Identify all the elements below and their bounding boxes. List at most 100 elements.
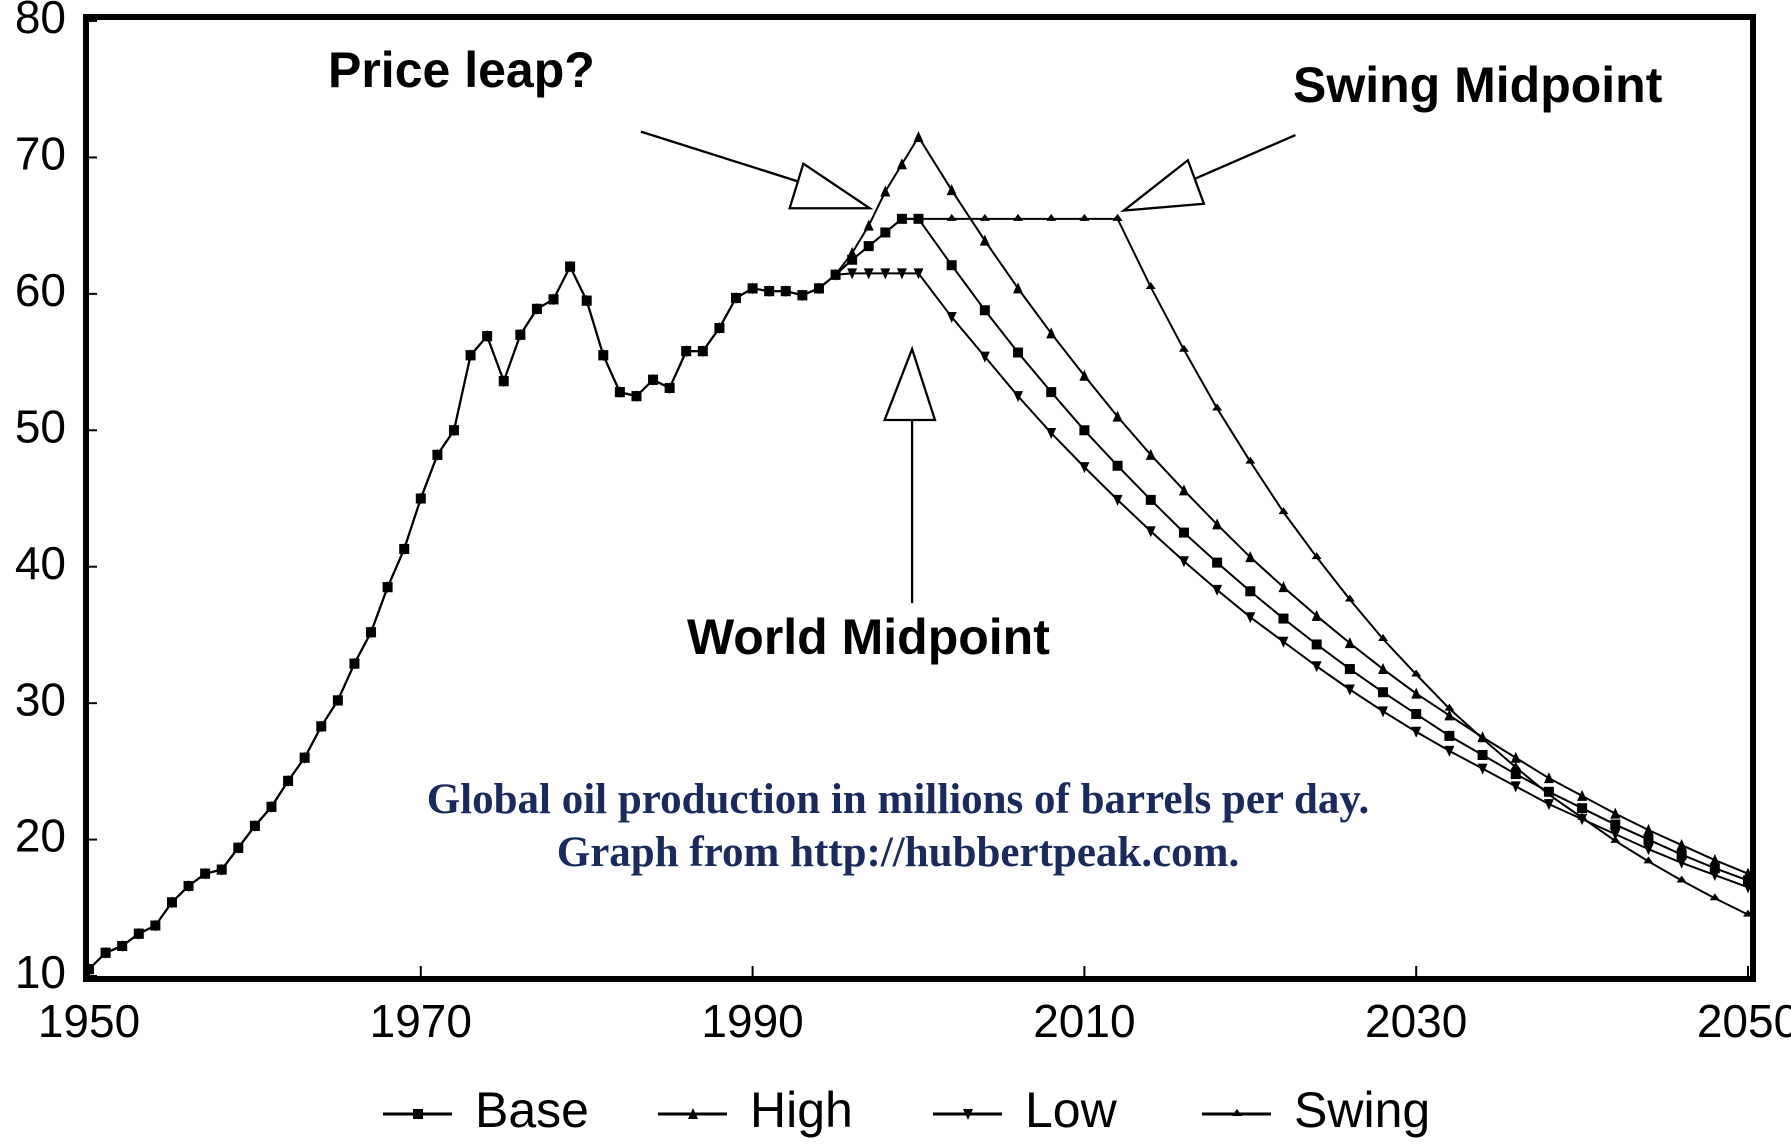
marker <box>1543 789 1554 797</box>
marker <box>1411 669 1422 677</box>
legend-marker <box>963 1109 973 1120</box>
marker <box>896 213 907 221</box>
x-tick-label: 1950 <box>38 995 140 1047</box>
marker <box>1112 213 1123 221</box>
marker <box>1676 839 1687 851</box>
marker <box>332 695 343 703</box>
marker <box>1079 425 1090 436</box>
arrow-head <box>882 345 937 422</box>
marker <box>1079 369 1090 381</box>
marker <box>697 346 708 354</box>
marker <box>979 213 990 221</box>
marker <box>1543 772 1554 784</box>
marker <box>1178 344 1189 352</box>
marker <box>1079 213 1090 221</box>
marker <box>1046 428 1057 440</box>
marker <box>863 268 874 280</box>
y-tick-label: 60 <box>15 264 66 316</box>
marker <box>1378 663 1389 675</box>
marker <box>598 350 609 358</box>
marker <box>1709 870 1720 882</box>
marker <box>133 928 144 936</box>
marker <box>863 241 874 249</box>
marker <box>1013 391 1024 403</box>
marker <box>1444 745 1455 757</box>
marker <box>382 582 393 590</box>
marker <box>531 303 542 311</box>
marker <box>1311 552 1322 560</box>
marker <box>1510 781 1521 793</box>
marker <box>1610 819 1621 830</box>
marker <box>1344 594 1355 602</box>
marker <box>498 376 509 384</box>
marker <box>1112 494 1123 506</box>
marker <box>747 283 758 291</box>
marker <box>166 897 177 905</box>
marker <box>863 219 874 231</box>
arrow-line <box>640 130 804 185</box>
marker <box>283 775 294 783</box>
marker <box>847 268 858 280</box>
marker <box>714 322 725 330</box>
marker <box>415 493 426 501</box>
marker <box>1510 762 1521 770</box>
y-tick-label: 40 <box>15 537 66 589</box>
marker <box>1510 769 1521 780</box>
marker <box>216 864 227 872</box>
marker <box>1676 875 1687 883</box>
marker <box>1543 799 1554 811</box>
marker <box>979 305 990 316</box>
marker <box>1178 484 1189 496</box>
y-tick-label: 10 <box>15 946 66 998</box>
marker <box>233 842 244 850</box>
marker <box>1278 613 1289 624</box>
marker <box>880 185 891 197</box>
marker <box>1643 834 1654 845</box>
marker <box>1610 807 1621 819</box>
marker <box>1178 556 1189 568</box>
marker <box>614 387 625 395</box>
marker <box>249 820 260 828</box>
legend-label: Base <box>475 1082 589 1138</box>
legend-label: High <box>750 1082 853 1138</box>
marker <box>979 234 990 246</box>
marker <box>1046 213 1057 221</box>
marker <box>1245 551 1256 563</box>
y-tick-label: 30 <box>15 673 66 725</box>
marker <box>1212 584 1223 596</box>
marker <box>84 964 94 972</box>
x-tick-label: 2010 <box>1033 995 1135 1047</box>
marker <box>648 374 659 382</box>
marker <box>830 269 841 277</box>
marker <box>117 940 128 948</box>
marker <box>1577 789 1588 801</box>
marker <box>1444 703 1455 711</box>
marker <box>200 868 211 876</box>
marker <box>1477 733 1488 741</box>
marker <box>1709 854 1720 866</box>
marker <box>731 292 742 300</box>
marker <box>946 213 957 221</box>
plot-frame <box>83 14 1756 982</box>
marker <box>847 254 858 262</box>
marker <box>896 158 907 170</box>
marker <box>1709 893 1720 901</box>
legend-marker <box>688 1108 698 1119</box>
marker <box>913 268 924 280</box>
marker <box>581 295 592 303</box>
marker <box>1743 867 1753 879</box>
marker <box>465 350 476 358</box>
marker <box>1212 403 1223 411</box>
annotation: Swing Midpoint <box>1293 57 1663 113</box>
marker <box>764 286 775 294</box>
marker <box>1145 282 1156 290</box>
marker <box>565 261 576 269</box>
marker <box>1013 347 1024 358</box>
arrow-head <box>1120 158 1206 213</box>
marker <box>1245 612 1256 624</box>
marker <box>1709 863 1720 874</box>
marker <box>1743 909 1753 917</box>
marker <box>946 312 957 324</box>
marker <box>1378 634 1389 642</box>
marker <box>482 331 493 339</box>
